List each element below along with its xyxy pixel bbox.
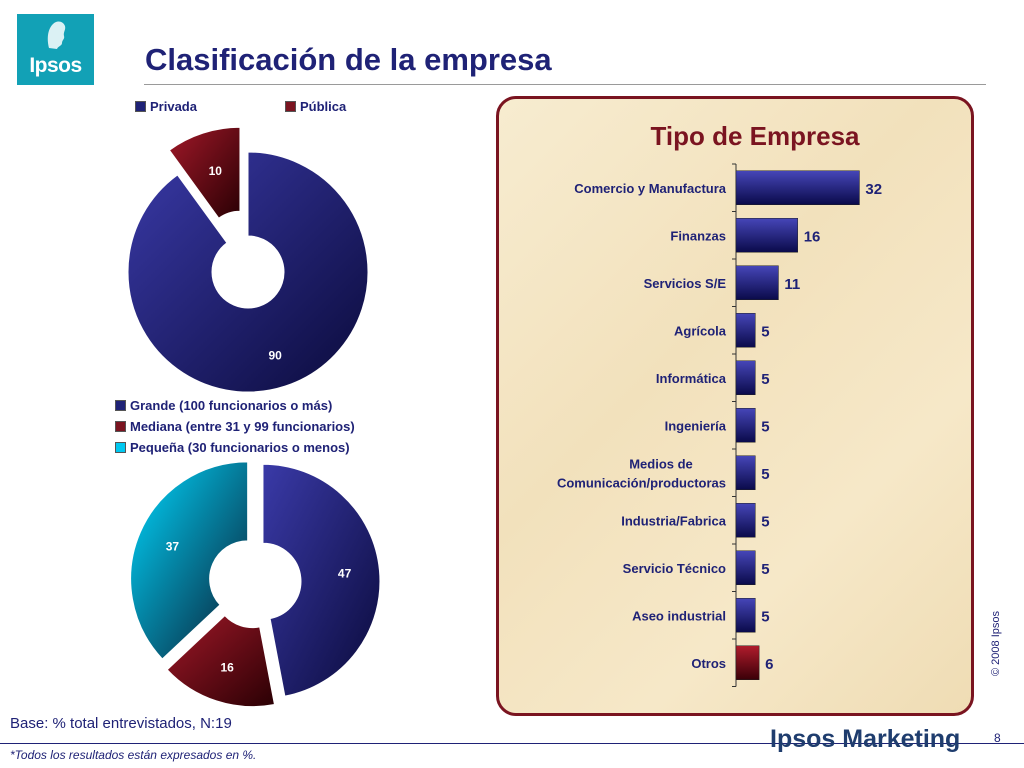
bar	[735, 170, 860, 205]
legend-label: Grande (100 funcionarios o más)	[130, 398, 333, 413]
pie-data-label: 10	[209, 164, 223, 178]
legend-label: Mediana (entre 31 y 99 funcionarios)	[130, 419, 355, 434]
category-label: Medios de	[629, 456, 693, 471]
bar-value-label: 16	[804, 228, 821, 245]
bar	[735, 313, 756, 348]
bar-value-label: 5	[761, 371, 769, 388]
category-label: Servicio Técnico	[623, 561, 726, 576]
footer-divider	[0, 743, 1024, 744]
pie-data-label: 37	[166, 539, 180, 553]
pie-slice	[127, 151, 369, 393]
bar	[735, 408, 756, 443]
category-label: Comercio y Manufactura	[574, 181, 726, 196]
ipsos-logo: Ipsos	[17, 14, 94, 85]
bar-value-label: 5	[761, 418, 769, 435]
bar	[735, 550, 756, 585]
category-label: Informática	[656, 371, 727, 386]
legend-swatch	[115, 442, 126, 453]
legend-swatch	[135, 101, 146, 112]
category-label: Comunicación/productoras	[557, 475, 726, 490]
legend-item-grande: Grande (100 funcionarios o más)	[115, 398, 332, 413]
base-note: Base: % total entrevistados, N:19	[10, 715, 232, 732]
legend-item-pequena: Pequeña (30 funcionarios o menos)	[115, 440, 350, 455]
title-divider	[144, 84, 986, 85]
legend-swatch	[115, 400, 126, 411]
category-label: Ingeniería	[665, 418, 727, 433]
legend-label: Privada	[150, 99, 197, 114]
head-silhouette-icon	[47, 21, 66, 49]
legend-label: Pequeña (30 funcionarios o menos)	[130, 440, 350, 455]
legend-label: Pública	[300, 99, 347, 114]
pie-data-label: 16	[221, 661, 235, 675]
bar	[735, 265, 779, 300]
tipo-empresa-panel: Tipo de Empresa 32 Comercio y Manufactura…	[496, 96, 974, 716]
legend-item-mediana: Mediana (entre 31 y 99 funcionarios)	[115, 419, 355, 434]
bar-chart-tipo-empresa: 32 Comercio y Manufactura 16 Finanzas 11 Serv…	[557, 163, 882, 687]
pie-slice	[262, 463, 381, 697]
category-label: Aseo industrial	[632, 608, 726, 623]
pie-chart-sector: 90 10	[127, 126, 369, 393]
legend-swatch	[285, 101, 296, 112]
category-label: Otros	[691, 656, 726, 671]
bar	[735, 598, 756, 633]
bar-value-label: 5	[761, 513, 769, 530]
category-label: Agrícola	[674, 323, 727, 338]
bar	[735, 503, 756, 538]
copyright-text: © 2008 Ipsos	[990, 611, 1002, 676]
category-label: Industria/Fabrica	[621, 513, 727, 528]
legend-swatch	[115, 421, 126, 432]
bar	[735, 360, 756, 395]
footnote: *Todos los resultados están expresados e…	[10, 748, 257, 762]
pie-data-label: 47	[338, 567, 352, 581]
pie-chart-size: 47 16 37	[130, 461, 381, 708]
logo-text: Ipsos	[29, 54, 82, 77]
bar	[735, 218, 798, 253]
bar-value-label: 6	[765, 656, 773, 673]
pie-slice	[130, 461, 249, 660]
pie-slice	[168, 126, 241, 219]
bar-value-label: 5	[761, 561, 769, 578]
legend-item-privada: Privada	[135, 99, 197, 114]
bar-value-label: 32	[865, 181, 882, 198]
bar-value-label: 5	[761, 608, 769, 625]
pie-slice	[166, 614, 276, 708]
category-label: Finanzas	[670, 228, 726, 243]
bar	[735, 645, 760, 680]
bar-value-label: 5	[761, 323, 769, 340]
bar-value-label: 11	[784, 276, 800, 293]
page-title: Clasificación de la empresa	[145, 42, 552, 77]
bar-value-label: 5	[761, 466, 769, 483]
page-number: 8	[994, 731, 1001, 745]
legend-item-publica: Pública	[285, 99, 346, 114]
category-label: Servicios S/E	[644, 276, 727, 291]
bar	[735, 455, 756, 490]
bar-chart-title: Tipo de Empresa	[650, 121, 860, 151]
brand-logo: Ipsos Marketing	[770, 725, 961, 753]
pie-data-label: 90	[269, 349, 283, 363]
